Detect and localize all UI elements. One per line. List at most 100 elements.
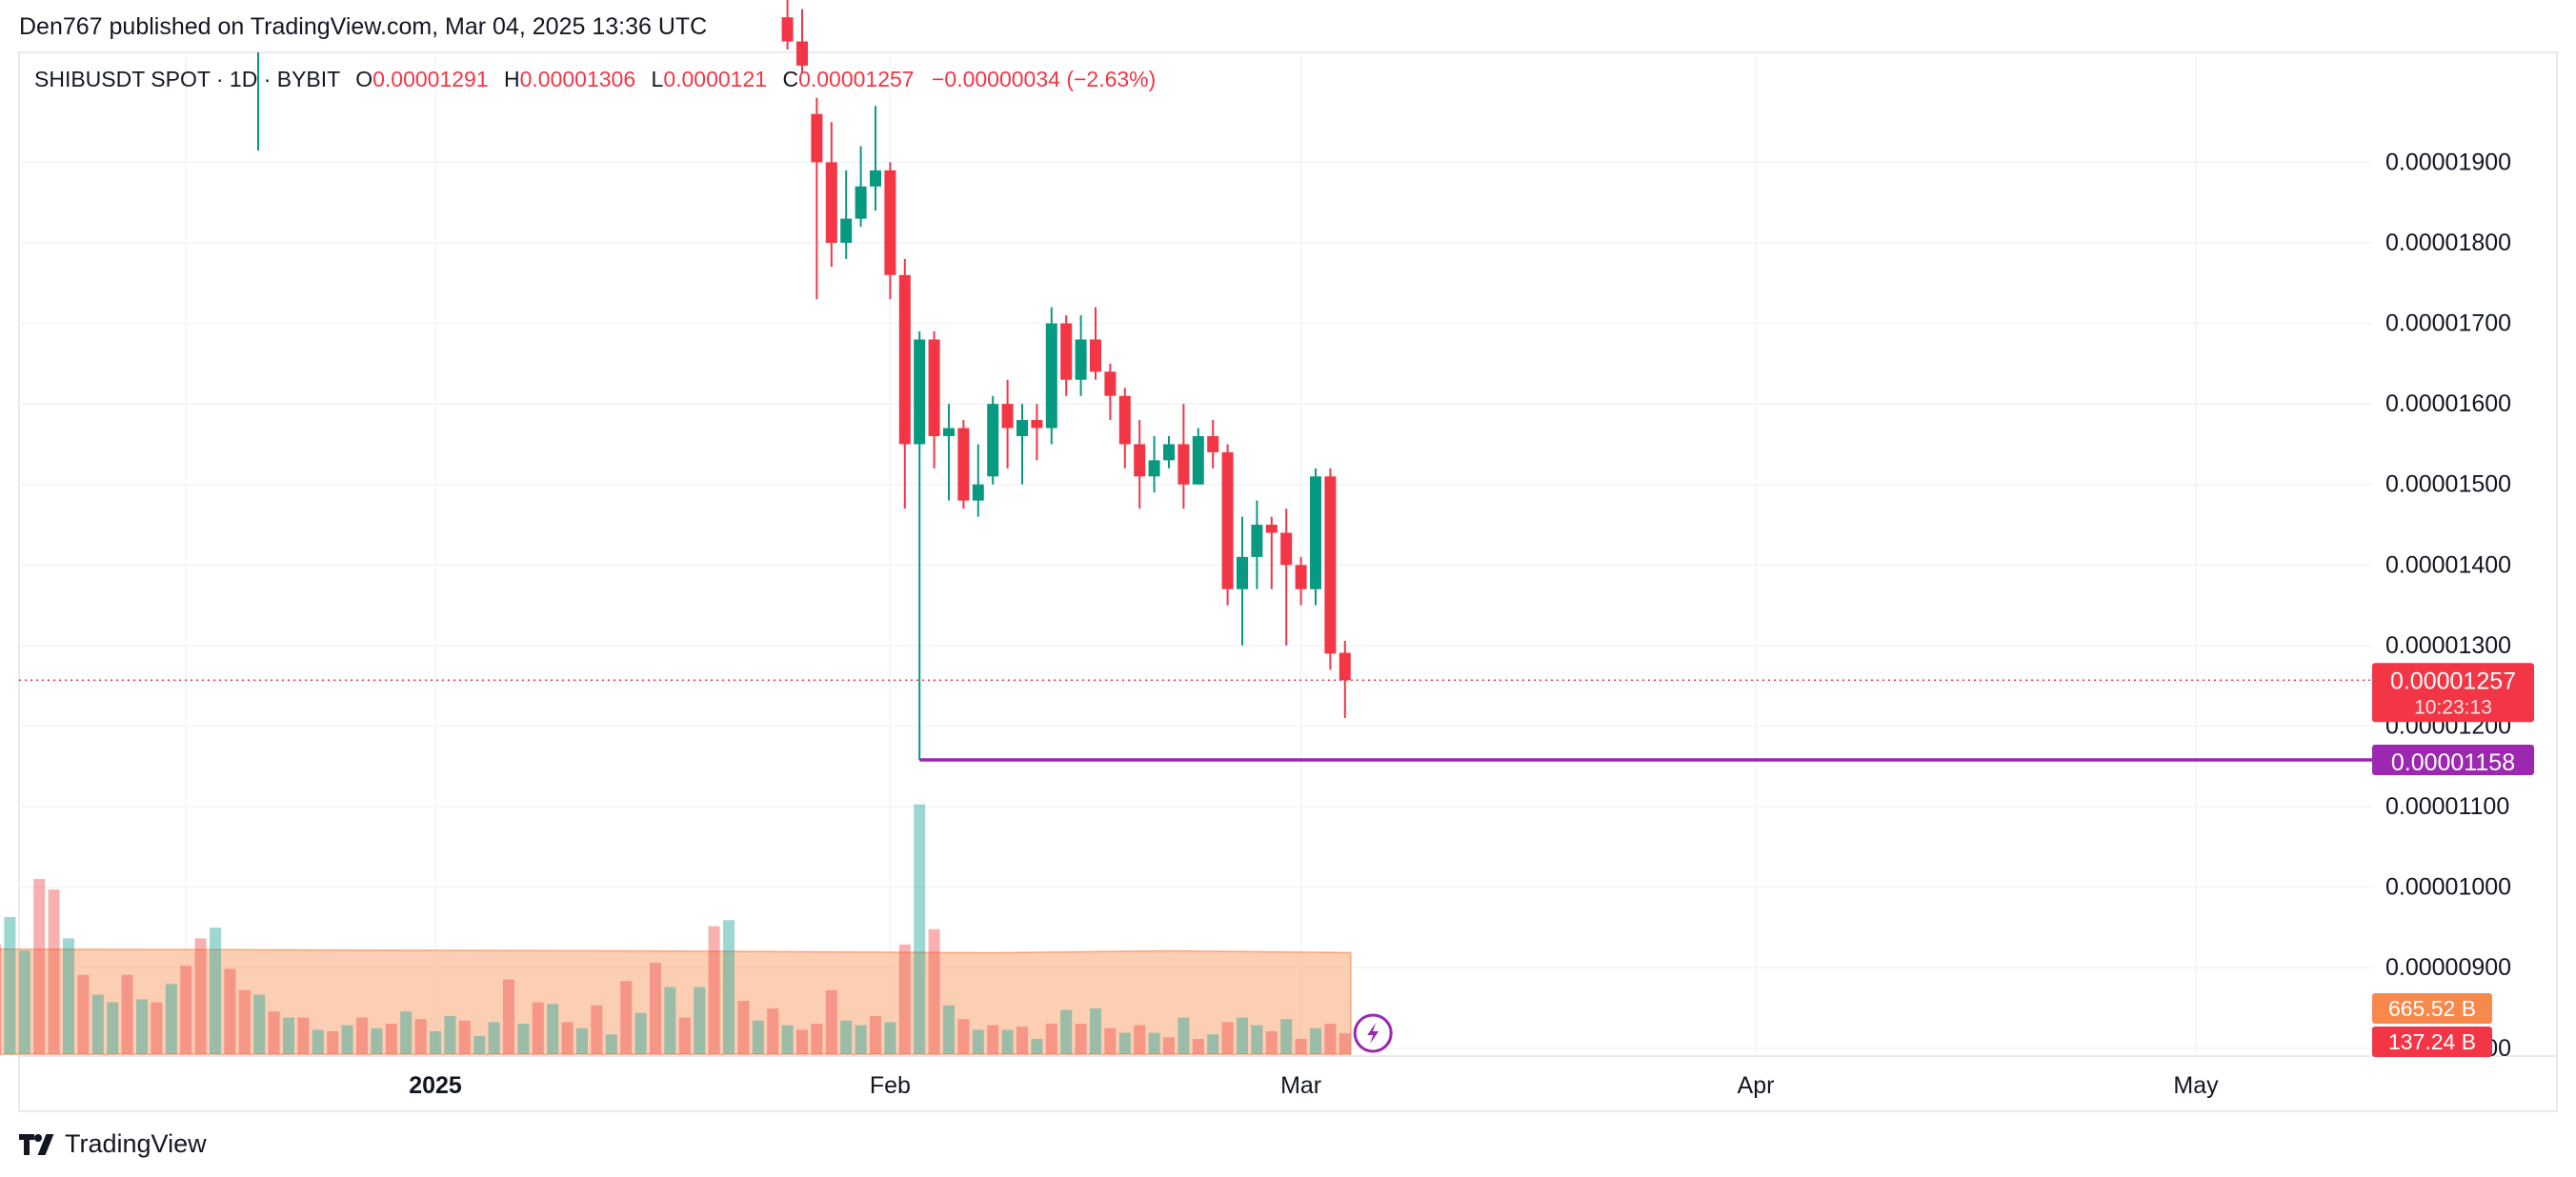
candle-body	[811, 113, 823, 163]
candle	[1310, 468, 1321, 606]
candle	[1001, 379, 1014, 469]
volume-pane	[0, 804, 1352, 1055]
price-tick-label: 0.00001800	[2385, 229, 2511, 256]
open-value: 0.00001291	[372, 67, 489, 91]
candle	[1163, 435, 1175, 469]
volume-bar	[576, 1027, 588, 1054]
volume-bar	[48, 889, 60, 1054]
symbol-label[interactable]: SHIBUSDT SPOT · 1D · BYBIT	[34, 67, 340, 91]
ohlc-legend: SHIBUSDT SPOT · 1D · BYBIT O0.00001291 H…	[34, 67, 1156, 92]
price-tick-label: 0.00001000	[2385, 874, 2511, 901]
lightning-icon-glyph	[1367, 1023, 1379, 1044]
candle-body	[1134, 444, 1146, 477]
candle-body	[1265, 525, 1278, 533]
volume-bar	[400, 1011, 413, 1054]
candle	[1075, 315, 1087, 396]
volume-bar	[297, 1017, 310, 1054]
candle-body	[781, 17, 794, 42]
volume-bar	[634, 1012, 647, 1054]
volume-bar	[957, 1019, 970, 1054]
volume-bar	[898, 944, 911, 1054]
candle	[781, 0, 794, 50]
footer: TradingView	[19, 1129, 207, 1159]
lightning-icon[interactable]	[1353, 1013, 1393, 1053]
candle	[957, 420, 970, 509]
candle	[1295, 556, 1307, 606]
volume-bar	[503, 979, 514, 1054]
volume-bar	[180, 966, 192, 1054]
candle-body	[1104, 371, 1117, 396]
time-axis[interactable]: 2025 Feb Mar Apr May	[409, 1072, 2219, 1099]
candle-body	[1295, 565, 1307, 589]
time-tick-label: 2025	[409, 1072, 462, 1099]
candle-body	[1280, 532, 1293, 566]
high-label: H	[504, 67, 520, 91]
tradingview-logo-icon[interactable]	[19, 1133, 57, 1155]
volume-bar	[1338, 1033, 1351, 1054]
volume-bar	[151, 1002, 163, 1054]
candle-body	[1016, 420, 1028, 436]
volume-bar	[547, 1004, 559, 1054]
volume-bar	[723, 920, 735, 1054]
volume-bar	[1237, 1017, 1248, 1054]
price-tick-label: 0.00001400	[2385, 551, 2511, 578]
volume-bar	[1001, 1029, 1014, 1054]
volume-bar	[136, 999, 148, 1054]
candle-body	[870, 170, 881, 187]
volume-ma-area	[0, 948, 1352, 1055]
volume-bar	[77, 974, 90, 1054]
price-tick-label: 0.00001900	[2385, 149, 2511, 175]
candle	[840, 170, 853, 259]
candle	[825, 122, 837, 268]
volume-bar	[1324, 1024, 1337, 1054]
volume-bar	[1163, 1037, 1175, 1054]
candle	[1045, 307, 1057, 445]
price-tick-label: 0.00001600	[2385, 390, 2511, 417]
volume-bar	[664, 987, 676, 1054]
candle	[1134, 420, 1146, 509]
volume-bar	[752, 1020, 764, 1054]
volume-bar	[444, 1016, 456, 1054]
candle-body	[914, 339, 926, 445]
low-value: 0.0000121	[663, 67, 768, 91]
candle	[914, 331, 926, 760]
price-axis[interactable]: 0.00001900 0.00001800 0.00001700 0.00001600…	[2385, 149, 2511, 1061]
volume-bar	[1192, 1039, 1204, 1054]
candle-body	[1221, 451, 1234, 589]
candle	[928, 331, 940, 469]
volume-bar	[914, 804, 926, 1054]
volume-bar	[825, 989, 837, 1054]
volume-ma-badge: 665.52 B	[2372, 993, 2492, 1024]
grid-lines	[19, 52, 2372, 1056]
volume-bar	[1134, 1025, 1146, 1054]
candle	[1118, 388, 1131, 469]
price-tick-label: 0.00001500	[2385, 471, 2511, 498]
volume-bar	[63, 938, 74, 1054]
candle	[1148, 435, 1160, 493]
candle-body	[1338, 652, 1351, 681]
candle	[943, 404, 955, 501]
volume-bar	[884, 1022, 896, 1054]
support-price-badge-bg	[2372, 744, 2534, 775]
volume-bar	[781, 1025, 794, 1054]
candle-body	[928, 339, 940, 436]
support-price-badge-text: 0.00001158	[2391, 749, 2515, 776]
price-tick-label: 0.00000900	[2385, 954, 2511, 981]
volume-bar	[870, 1016, 881, 1054]
volume-bar	[414, 1019, 427, 1054]
candle	[1251, 500, 1263, 589]
candle-body	[1192, 435, 1204, 485]
volume-bar	[620, 981, 633, 1054]
volume-bar	[194, 938, 207, 1054]
volume-last-badge-text: 137.24 B	[2388, 1029, 2476, 1054]
candle	[1104, 363, 1117, 421]
volume-bar	[1265, 1031, 1278, 1054]
candle	[1207, 420, 1219, 469]
candle	[1280, 509, 1293, 646]
volume-bar	[1207, 1034, 1219, 1054]
volume-bar	[253, 994, 266, 1054]
volume-bar	[650, 963, 661, 1054]
candle	[884, 162, 896, 300]
brand-name[interactable]: TradingView	[65, 1129, 207, 1158]
